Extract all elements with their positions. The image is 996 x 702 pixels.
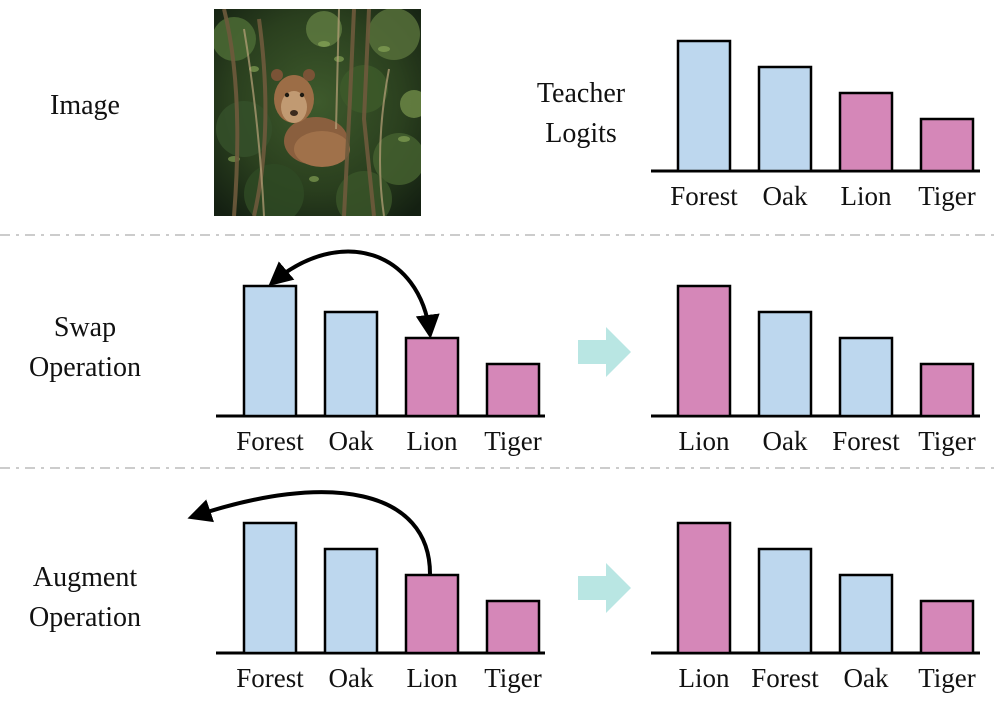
chart-bar-forest <box>242 284 298 418</box>
arrow-right-icon <box>578 563 631 613</box>
swap-row-label: Swap Operation <box>0 308 170 388</box>
augment-after-chart: Lion Forest Oak Tiger <box>651 521 980 693</box>
augment-row-label: Augment Operation <box>0 558 170 638</box>
chart-bar-lion <box>676 521 732 655</box>
chart-bar-oak <box>323 310 379 418</box>
chart-tick-label: Lion <box>679 663 730 693</box>
teacher-logits-chart: Forest Oak Lion Tiger <box>651 39 980 211</box>
lioness-in-forest-icon <box>214 9 421 216</box>
chart-tick-label: Tiger <box>918 181 976 211</box>
chart-tick-label: Oak <box>763 181 808 211</box>
augment-label-line2: Operation <box>29 602 141 633</box>
chart-tick-label: Forest <box>832 426 900 456</box>
augment-curved-arrow-icon <box>187 490 432 575</box>
chart-tick-label: Oak <box>329 426 374 456</box>
arrow-right-icon <box>578 327 631 377</box>
swap-curved-arrow-icon <box>268 249 440 339</box>
chart-bar-forest <box>838 336 894 418</box>
swap-before-chart: Forest Oak Lion Tiger <box>216 284 545 456</box>
augment-before-chart: Forest Oak Lion Tiger <box>216 521 545 693</box>
chart-bar-oak <box>757 65 813 173</box>
chart-tick-label: Forest <box>751 663 819 693</box>
chart-tick-label: Lion <box>841 181 892 211</box>
chart-bar-oak <box>838 573 894 655</box>
chart-bar-oak <box>323 547 379 655</box>
teacher-logits-label: Teacher Logits <box>496 74 666 154</box>
chart-bar-oak <box>757 310 813 418</box>
swap-label-line2: Operation <box>29 352 141 383</box>
image-row-label: Image <box>50 90 120 121</box>
augment-label-line1: Augment <box>32 562 138 593</box>
chart-tick-label: Oak <box>329 663 374 693</box>
chart-tick-label: Tiger <box>484 426 542 456</box>
chart-bar-forest <box>676 39 732 173</box>
chart-tick-label: Forest <box>236 426 304 456</box>
chart-bar-lion <box>404 573 460 655</box>
chart-tick-label: Tiger <box>918 426 976 456</box>
chart-bar-tiger <box>919 599 975 655</box>
lioness-photo <box>214 9 421 216</box>
chart-tick-label: Oak <box>763 426 808 456</box>
teacher-label-line2: Logits <box>545 118 617 149</box>
chart-tick-label: Tiger <box>918 663 976 693</box>
chart-bar-lion <box>676 284 732 418</box>
chart-bar-tiger <box>919 362 975 418</box>
chart-tick-label: Forest <box>670 181 738 211</box>
chart-bar-tiger <box>485 599 541 655</box>
chart-bar-tiger <box>485 362 541 418</box>
swap-after-chart: Lion Oak Forest Tiger <box>651 284 980 456</box>
chart-tick-label: Oak <box>844 663 889 693</box>
chart-bar-forest <box>757 547 813 655</box>
chart-tick-label: Lion <box>407 426 458 456</box>
chart-tick-label: Lion <box>407 663 458 693</box>
teacher-label-line1: Teacher <box>536 78 626 109</box>
chart-bar-tiger <box>919 117 975 173</box>
chart-bar-forest <box>242 521 298 655</box>
swap-label-line1: Swap <box>53 312 117 343</box>
chart-tick-label: Forest <box>236 663 304 693</box>
chart-bar-lion <box>404 336 460 418</box>
chart-bar-lion <box>838 91 894 173</box>
chart-tick-label: Lion <box>679 426 730 456</box>
chart-tick-label: Tiger <box>484 663 542 693</box>
